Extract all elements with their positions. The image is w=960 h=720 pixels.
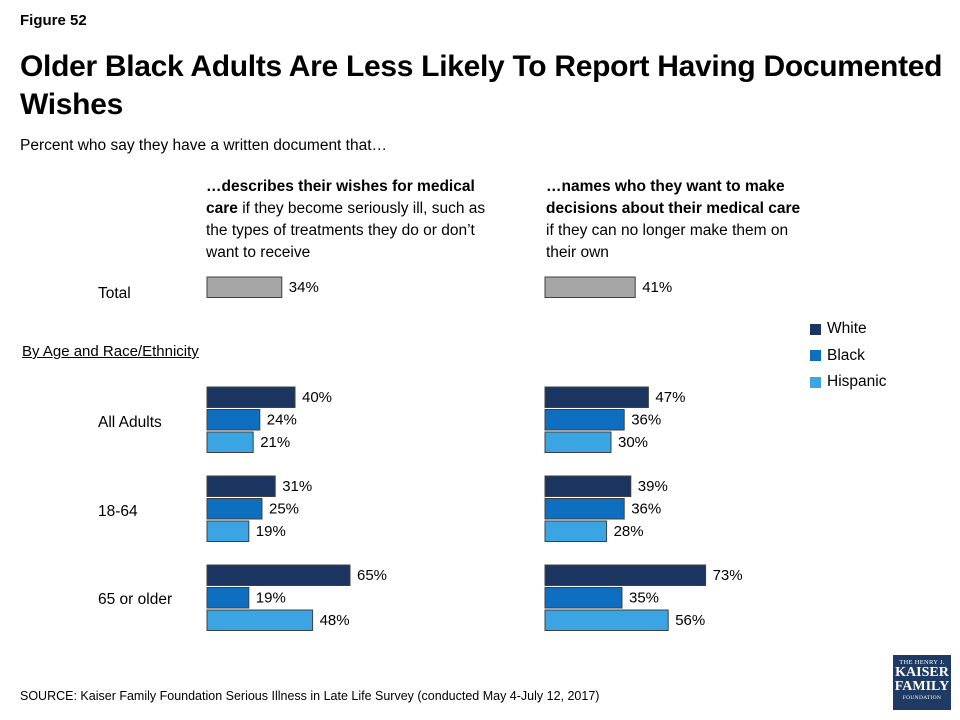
bar-total-panel-2 <box>544 276 636 298</box>
legend-swatch-hispanic <box>810 376 821 388</box>
data-label-18-64-white-panel-1: 31% <box>282 478 312 495</box>
bar-65-or-older-hispanic-panel-2 <box>544 609 669 631</box>
legend-label-hispanic: Hispanic <box>827 373 887 391</box>
bar-65-or-older-black-panel-2 <box>544 587 623 609</box>
bar-18-64-black-panel-2 <box>544 498 625 520</box>
bar-65-or-older-black-panel-1 <box>206 587 250 609</box>
legend-swatch-black <box>810 350 821 362</box>
data-label-18-64-white-panel-2: 39% <box>638 478 668 495</box>
chart-title: Older Black Adults Are Less Likely To Re… <box>20 50 943 121</box>
data-label-65-or-older-hispanic-panel-2: 56% <box>675 612 705 629</box>
data-label-65-or-older-white-panel-1: 65% <box>357 567 387 584</box>
bar-18-64-white-panel-1 <box>206 475 276 497</box>
data-label-total-panel-2: 41% <box>642 279 672 296</box>
data-label-65-or-older-black-panel-1: 19% <box>256 590 286 607</box>
legend-item-white: White <box>810 316 886 343</box>
bar-65-or-older-hispanic-panel-1 <box>206 609 314 631</box>
bar-all-adults-white-panel-2 <box>544 386 649 408</box>
data-label-65-or-older-white-panel-2: 73% <box>713 567 743 584</box>
legend-label-black: Black <box>827 346 865 364</box>
data-label-all-adults-hispanic-panel-2: 30% <box>618 434 648 451</box>
row-label-65-older: 65 or older <box>98 591 173 608</box>
bar-all-adults-black-panel-2 <box>544 409 625 431</box>
source-note: SOURCE: Kaiser Family Foundation Serious… <box>20 689 600 703</box>
bar-all-adults-hispanic-panel-2 <box>544 431 612 453</box>
data-label-all-adults-white-panel-1: 40% <box>302 389 332 406</box>
kff-logo: THE HENRY J. KAISER FAMILY FOUNDATION <box>893 655 951 710</box>
bar-18-64-black-panel-1 <box>206 498 263 520</box>
chart-subtitle: Percent who say they have a written docu… <box>20 137 388 154</box>
legend-label-white: White <box>827 320 867 338</box>
data-label-total-panel-1: 34% <box>289 279 319 296</box>
panel-heading-wishes-rest: if they become seriously ill, such as th… <box>206 200 486 261</box>
logo-line-3: FAMILY <box>894 679 950 694</box>
bar-all-adults-hispanic-panel-1 <box>206 431 254 453</box>
data-label-18-64-hispanic-panel-1: 19% <box>256 523 286 540</box>
logo-line-1: THE HENRY J. <box>899 659 945 666</box>
section-label: By Age and Race/Ethnicity <box>22 343 199 360</box>
data-label-18-64-hispanic-panel-2: 28% <box>614 523 644 540</box>
logo-line-4: FOUNDATION <box>902 695 942 701</box>
figure-label: Figure 52 <box>20 12 87 29</box>
bar-65-or-older-white-panel-2 <box>544 564 707 586</box>
bar-18-64-white-panel-2 <box>544 475 632 497</box>
row-label-total: Total <box>98 285 131 302</box>
bar-all-adults-black-panel-1 <box>206 409 261 431</box>
panel-heading-wishes: …describes their wishes for medical care… <box>206 176 496 264</box>
legend-item-hispanic: Hispanic <box>810 369 886 396</box>
legend-swatch-white <box>810 323 821 335</box>
data-label-all-adults-hispanic-panel-1: 21% <box>260 434 290 451</box>
row-label-18-64: 18-64 <box>98 503 138 520</box>
data-label-18-64-black-panel-1: 25% <box>269 501 299 518</box>
logo-line-2: KAISER <box>895 665 949 680</box>
data-label-all-adults-white-panel-2: 47% <box>655 389 685 406</box>
bar-18-64-hispanic-panel-1 <box>206 520 250 542</box>
panel-heading-decisions: …names who they want to make decisions a… <box>546 176 811 264</box>
legend: White Black Hispanic <box>810 316 886 396</box>
bar-65-or-older-white-panel-1 <box>206 564 351 586</box>
data-label-65-or-older-black-panel-2: 35% <box>629 590 659 607</box>
row-label-all-adults: All Adults <box>98 414 162 431</box>
panel-heading-wishes-bold: …describes their wishes for medical care <box>206 178 475 217</box>
data-label-65-or-older-hispanic-panel-1: 48% <box>320 612 350 629</box>
legend-item-black: Black <box>810 343 886 370</box>
bar-18-64-hispanic-panel-2 <box>544 520 608 542</box>
data-label-all-adults-black-panel-1: 24% <box>267 412 297 429</box>
bar-all-adults-white-panel-1 <box>206 386 296 408</box>
panel-heading-decisions-bold: …names who they want to make decisions a… <box>546 178 801 217</box>
bar-total-panel-1 <box>206 276 283 298</box>
data-label-all-adults-black-panel-2: 36% <box>631 412 661 429</box>
panel-heading-decisions-rest: if they can no longer make them on their… <box>546 222 789 261</box>
data-label-18-64-black-panel-2: 36% <box>631 501 661 518</box>
